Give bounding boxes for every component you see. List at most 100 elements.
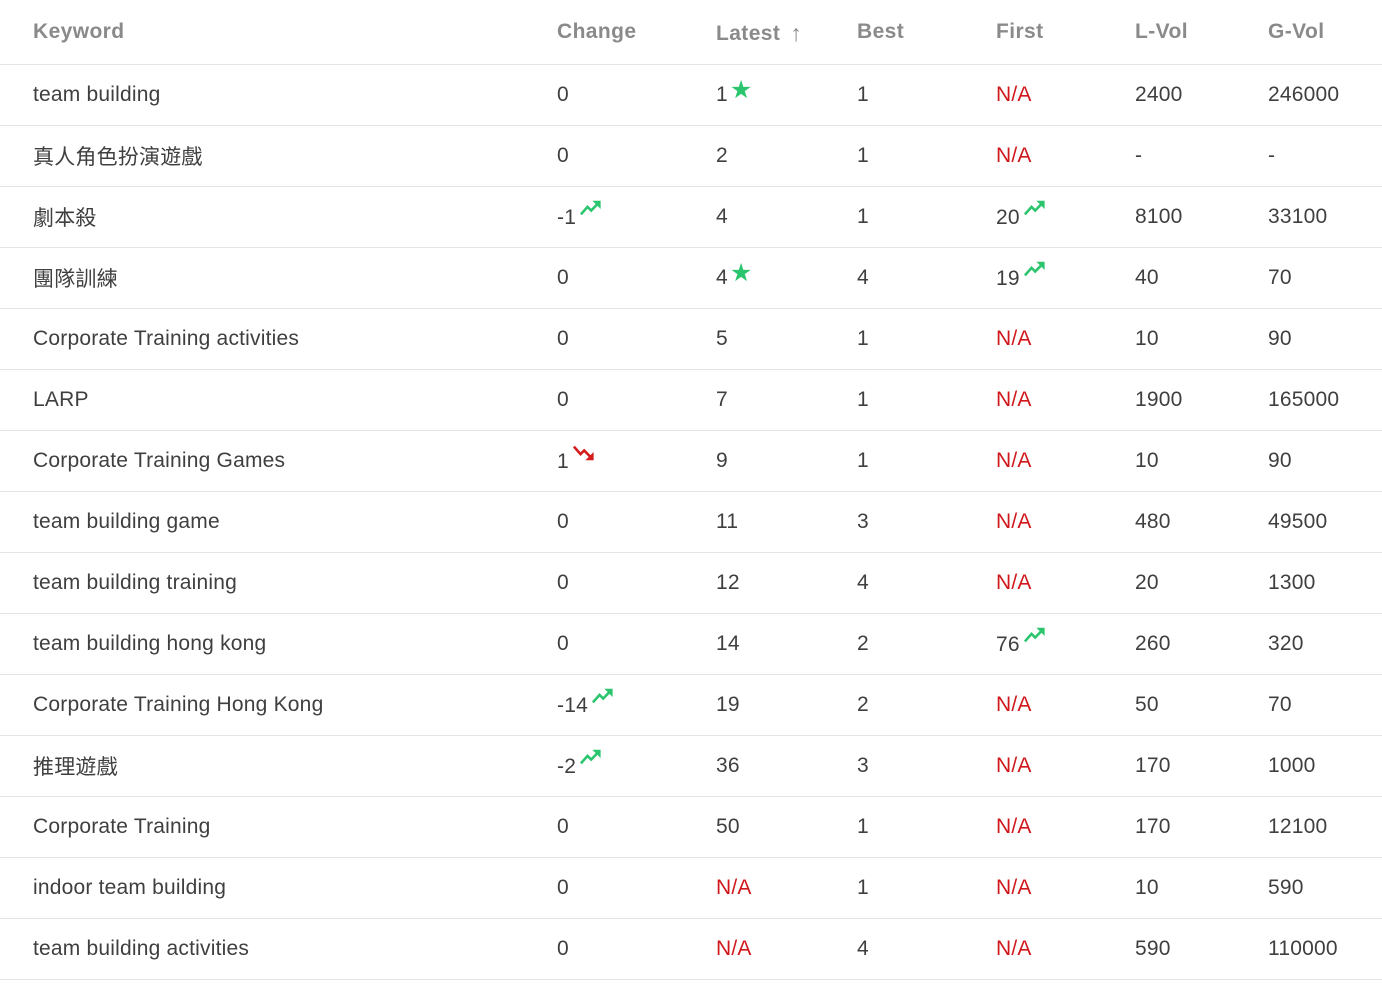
keyword-row[interactable]: Corporate Training Games 1 9 1 N/A 10 90 [0,430,1382,492]
cell-value: 12100 [1268,815,1328,838]
cell-value: N/A [996,815,1032,838]
trend-down-icon [572,445,594,460]
cell-value: N/A [716,876,752,899]
cell-value: N/A [996,693,1032,716]
cell-value: 劇本殺 [33,207,97,230]
column-header-latest[interactable]: Latest ↑ [716,0,857,65]
keyword-row[interactable]: team building game 0 11 3 N/A 480 49500 [0,491,1382,553]
cell-value: N/A [996,388,1032,411]
cell-change: 0 [557,796,716,858]
keyword-row[interactable]: 真人角色扮演遊戲 0 2 1 N/A - - [0,125,1382,187]
cell-keyword: 劇本殺 [0,186,557,248]
cell-value: N/A [996,571,1032,594]
column-header-change[interactable]: Change [557,20,637,43]
keyword-row[interactable]: Corporate Training 0 50 1 N/A 170 12100 [0,796,1382,858]
cell-lvol: 170 [1135,796,1268,858]
cell-first: N/A [996,918,1135,980]
cell-value: 0 [557,632,569,655]
cell-latest: 4★ [716,247,857,309]
cell-latest: N/A [716,918,857,980]
cell-lvol: 590 [1135,918,1268,980]
keyword-row[interactable]: team building training 0 12 4 N/A 20 1300 [0,552,1382,614]
cell-keyword: Corporate Training Games [0,430,557,492]
cell-value: 1 [857,876,869,899]
cell-change: 0 [557,247,716,309]
keyword-row[interactable]: team building activities 0 N/A 4 N/A 590 11000… [0,918,1382,980]
column-header-keyword[interactable]: Keyword [33,20,125,43]
column-header-first[interactable]: First [996,20,1044,43]
cell-value: 0 [557,571,569,594]
cell-value: 2 [857,693,869,716]
cell-value: N/A [996,754,1032,777]
cell-best: 1 [857,308,996,370]
cell-value: 9 [716,449,728,472]
cell-gvol: 246000 [1268,64,1382,126]
cell-gvol: 70 [1268,247,1382,309]
column-header-gvol[interactable]: G-Vol [1268,20,1325,43]
cell-latest: 50 [716,796,857,858]
column-header-best[interactable]: Best [857,20,905,43]
cell-value: indoor team building [33,876,227,899]
cell-latest: 9 [716,430,857,492]
cell-first: N/A [996,491,1135,553]
cell-value: Corporate Training Games [33,449,286,472]
cell-lvol: 50 [1135,674,1268,736]
cell-value: 70 [1268,266,1292,289]
cell-value: 0 [557,144,569,167]
keyword-row[interactable]: LARP 0 7 1 N/A 1900 165000 [0,369,1382,431]
trend-up-icon [580,200,601,215]
cell-best: 3 [857,735,996,797]
cell-best: 4 [857,918,996,980]
cell-value: 0 [557,815,569,838]
cell-latest: 5 [716,308,857,370]
cell-keyword: team building game [0,491,557,553]
sort-ascending-icon: ↑ [790,19,803,46]
cell-value: 110000 [1268,937,1338,960]
column-header-lvol[interactable]: L-Vol [1135,20,1188,43]
cell-value: N/A [996,937,1032,960]
cell-first: N/A [996,64,1135,126]
cell-best: 1 [857,369,996,431]
cell-best: 1 [857,64,996,126]
cell-lvol: 260 [1135,613,1268,675]
cell-change: 0 [557,308,716,370]
cell-change: 0 [557,552,716,614]
cell-value: N/A [996,327,1032,350]
keyword-row[interactable]: 劇本殺 -1 4 1 20 8100 33100 [0,186,1382,248]
keyword-row[interactable]: team building hong kong 0 14 2 76 260 320 [0,613,1382,675]
cell-value: 0 [557,83,569,106]
keyword-row[interactable]: 團隊訓練 0 4★ 4 19 40 70 [0,247,1382,309]
star-icon: ★ [729,259,753,287]
keyword-row[interactable]: indoor team building 0 N/A 1 N/A 10 590 [0,857,1382,919]
cell-gvol: 49500 [1268,491,1382,553]
cell-latest: 14 [716,613,857,675]
keyword-row[interactable]: Corporate Training Hong Kong -14 19 2 N/A 50 7… [0,674,1382,736]
cell-value: 1 [857,388,869,411]
cell-best: 4 [857,247,996,309]
cell-value: 1 [857,144,869,167]
keyword-row[interactable]: Corporate Training activities 0 5 1 N/A 10 90 [0,308,1382,370]
cell-first: 76 [996,613,1135,675]
cell-value: Corporate Training [33,815,211,838]
cell-value: 246000 [1268,83,1340,106]
trend-up-icon [1023,627,1045,642]
cell-latest: 4 [716,186,857,248]
cell-change: 0 [557,918,716,980]
cell-lvol: 170 [1135,735,1268,797]
cell-value: 真人角色扮演遊戲 [33,146,203,169]
cell-change: 0 [557,125,716,187]
cell-value: N/A [996,449,1032,472]
cell-gvol: 1000 [1268,735,1382,797]
keyword-row[interactable]: team building 0 1★ 1 N/A 2400 246000 [0,64,1382,126]
cell-keyword: 推理遊戲 [0,735,557,797]
cell-change: -1 [557,186,716,248]
cell-value: 1 [857,327,869,350]
keyword-row[interactable]: 推理遊戲 -2 36 3 N/A 170 1000 [0,735,1382,797]
cell-value: N/A [996,83,1032,106]
cell-first: 19 [996,247,1135,309]
cell-change: -14 [557,674,716,736]
cell-lvol: 2400 [1135,64,1268,126]
cell-value: 14 [716,632,740,655]
cell-gvol: - [1268,125,1382,187]
